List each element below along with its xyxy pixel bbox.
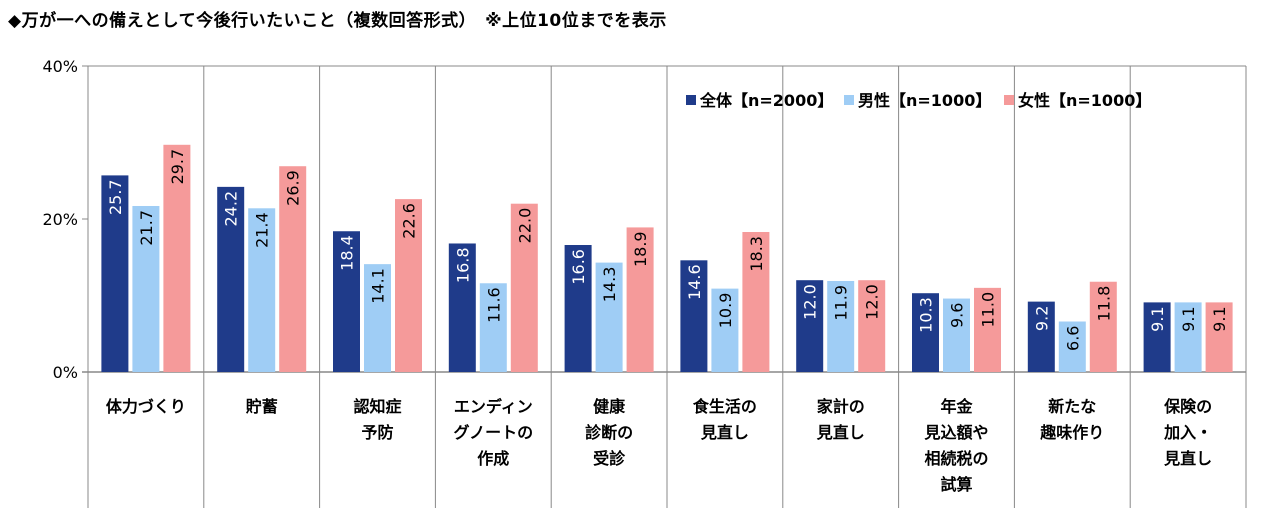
- data-label: 14.1: [369, 268, 388, 304]
- x-tick-label: 作成: [477, 449, 509, 468]
- bar: [448, 243, 476, 372]
- y-tick-label: 40%: [42, 57, 78, 76]
- bar: [217, 186, 245, 372]
- data-label: 12.0: [801, 284, 820, 320]
- bar: [163, 144, 191, 372]
- bar: [395, 199, 422, 372]
- chart-title: ◆万が一への備えとして今後行いたいこと（複数回答形式） ※上位10位までを表示: [8, 11, 667, 31]
- x-tick-label: 見直し: [816, 423, 865, 442]
- bar: [827, 280, 855, 372]
- data-label: 18.4: [338, 235, 357, 271]
- data-label: 16.8: [453, 247, 472, 283]
- bar: [333, 231, 360, 372]
- bar: [711, 288, 739, 372]
- x-tick-label: 食生活の: [692, 397, 757, 416]
- x-tick-label: 加入・: [1163, 423, 1212, 442]
- x-tick-label: 健康: [593, 397, 626, 416]
- x-tick-label: 新たな: [1048, 397, 1096, 416]
- data-label: 18.3: [747, 236, 766, 272]
- x-tick-label: 貯蓄: [246, 397, 278, 416]
- x-tick-label: 診断の: [585, 423, 633, 442]
- legend-label: 女性【n=1000】: [1018, 91, 1151, 110]
- bar: [974, 287, 1001, 372]
- bar: [858, 280, 886, 372]
- x-tick-label: 保険の: [1163, 397, 1212, 416]
- data-label: 6.6: [1063, 326, 1082, 351]
- data-label: 25.7: [106, 179, 125, 215]
- y-tick-label: 0%: [53, 363, 78, 382]
- x-tick-label: 年金: [940, 397, 973, 416]
- x-tick-label: 趣味作り: [1039, 423, 1104, 442]
- bar: [943, 298, 970, 372]
- bar: [742, 232, 770, 372]
- bar: [248, 208, 276, 372]
- x-tick-label: 見込額や: [923, 423, 988, 442]
- data-label: 9.1: [1210, 306, 1229, 331]
- bar: [680, 260, 708, 372]
- data-label: 29.7: [168, 149, 187, 185]
- bar: [912, 293, 939, 372]
- data-label: 11.8: [1094, 286, 1113, 322]
- data-label: 16.6: [569, 249, 588, 285]
- bar: [1143, 302, 1171, 372]
- x-tick-label: 体力づくり: [106, 397, 186, 416]
- data-label: 26.9: [284, 170, 303, 206]
- data-label: 11.6: [484, 287, 503, 323]
- data-label: 14.6: [685, 264, 704, 300]
- data-label: 9.2: [1032, 306, 1051, 331]
- x-tick-label: エンディン: [454, 397, 533, 416]
- data-label: 9.1: [1148, 306, 1167, 331]
- x-tick-label: 試算: [940, 475, 972, 494]
- data-label: 24.2: [222, 191, 241, 227]
- data-label: 11.0: [979, 292, 998, 328]
- bar: [510, 203, 538, 372]
- data-label: 21.7: [137, 210, 156, 246]
- bar: [564, 245, 592, 372]
- data-label: 11.9: [832, 285, 851, 321]
- bar: [796, 280, 824, 372]
- bar: [132, 205, 160, 372]
- bar: [1089, 281, 1117, 372]
- bar: [479, 283, 507, 372]
- x-tick-label: 受診: [593, 449, 626, 468]
- data-label: 9.1: [1179, 306, 1198, 331]
- data-label: 10.3: [917, 297, 936, 333]
- bar: [1058, 321, 1086, 372]
- legend-label: 男性【n=1000】: [858, 91, 991, 110]
- legend-swatch: [844, 95, 854, 105]
- bar: [595, 262, 623, 372]
- data-label: 9.6: [948, 303, 967, 328]
- legend-swatch: [1004, 95, 1014, 105]
- x-tick-label: 見直し: [700, 423, 749, 442]
- data-label: 22.0: [515, 208, 534, 244]
- data-label: 22.6: [400, 203, 419, 239]
- data-label: 18.9: [631, 231, 650, 267]
- bar: [279, 166, 307, 372]
- y-tick-label: 20%: [42, 210, 78, 229]
- bar: [1205, 302, 1233, 372]
- data-label: 21.4: [253, 212, 272, 248]
- data-label: 10.9: [716, 293, 735, 329]
- x-tick-label: 見直し: [1163, 449, 1212, 468]
- bar: [101, 175, 129, 372]
- data-label: 12.0: [863, 284, 882, 320]
- bar: [1027, 301, 1055, 372]
- legend-label: 全体【n=2000】: [699, 91, 833, 110]
- bar: [364, 264, 391, 372]
- data-label: 14.3: [600, 267, 619, 303]
- x-tick-label: グノートの: [453, 423, 533, 442]
- x-tick-label: 家計の: [817, 397, 865, 416]
- x-tick-label: 認知症: [353, 397, 401, 416]
- bar: [626, 227, 654, 372]
- x-tick-label: 相続税の: [924, 449, 988, 468]
- bar: [1174, 302, 1202, 372]
- x-tick-label: 予防: [361, 423, 393, 442]
- legend-swatch: [686, 95, 696, 105]
